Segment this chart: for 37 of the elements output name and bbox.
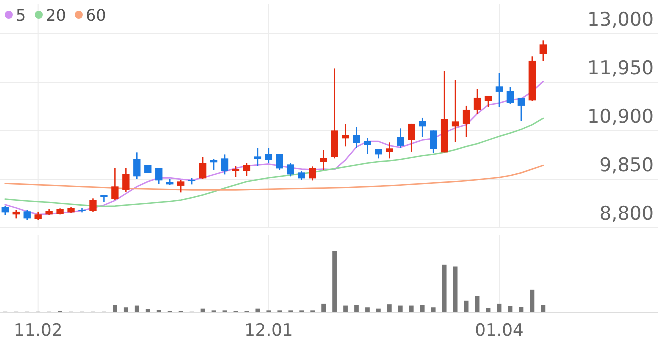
- bar: [256, 308, 260, 312]
- x-tick-label: 01.04: [475, 321, 524, 341]
- bar: [420, 305, 425, 312]
- bar: [398, 306, 403, 312]
- legend-label: 20: [46, 6, 66, 25]
- bar: [322, 304, 326, 312]
- bar: [530, 290, 535, 312]
- bar: [146, 309, 150, 312]
- y-tick-label: 11,950: [588, 58, 654, 80]
- bar: [464, 300, 469, 312]
- bar: [442, 264, 447, 312]
- bar: [431, 308, 436, 312]
- x-tick-label: 11.02: [14, 321, 63, 341]
- y-tick-label: 9,850: [600, 154, 654, 176]
- bar: [332, 252, 337, 312]
- bar: [486, 308, 491, 312]
- bar: [497, 304, 502, 312]
- bar: [475, 296, 480, 312]
- bar: [541, 305, 546, 312]
- bar: [134, 306, 140, 312]
- bar: [366, 308, 370, 312]
- bar: [508, 306, 513, 312]
- bar: [453, 266, 458, 312]
- y-tick-label: 10,900: [588, 106, 654, 128]
- bar: [124, 308, 128, 312]
- bar: [344, 306, 348, 312]
- x-tick-label: 12.01: [244, 321, 294, 341]
- bar: [519, 307, 524, 312]
- bar: [354, 305, 359, 312]
- legend-label: 60: [86, 6, 106, 25]
- y-tick-label: 8,800: [600, 203, 654, 225]
- bar: [409, 306, 414, 312]
- bar: [376, 308, 381, 312]
- legend-label: 5: [16, 6, 26, 25]
- bar: [112, 305, 118, 312]
- bar: [387, 304, 392, 312]
- y-tick-label: 13,000: [588, 9, 654, 31]
